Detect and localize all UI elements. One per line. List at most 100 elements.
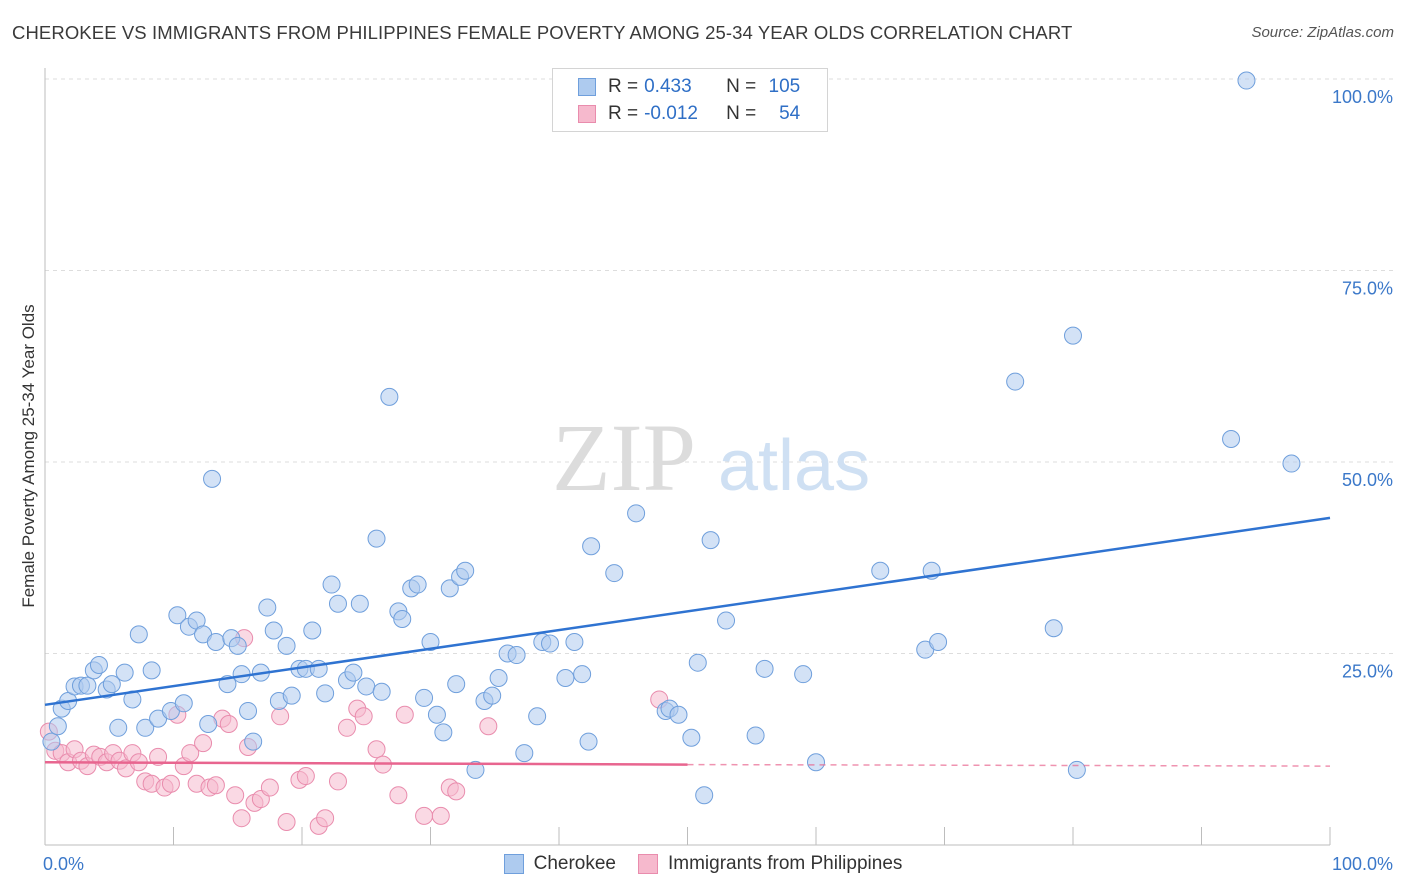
philippines-point bbox=[447, 782, 466, 801]
watermark-zip: ZIP bbox=[552, 404, 696, 511]
cherokee-point bbox=[489, 669, 508, 688]
cherokee-point bbox=[565, 633, 584, 652]
legend-label-philippines: Immigrants from Philippines bbox=[667, 853, 903, 874]
cherokee-point bbox=[807, 753, 825, 772]
cherokee-point bbox=[244, 732, 263, 751]
philippines-point bbox=[232, 809, 251, 828]
cherokee-point bbox=[350, 594, 369, 613]
cherokee-point bbox=[78, 676, 97, 695]
philippines-point bbox=[367, 740, 386, 759]
cherokee-point bbox=[136, 718, 155, 737]
cherokee-point bbox=[203, 469, 222, 488]
cherokee-point bbox=[309, 659, 328, 678]
cherokee-point bbox=[48, 717, 67, 736]
cherokee-point bbox=[573, 665, 592, 684]
philippines-point bbox=[354, 707, 373, 726]
n-value: 54 bbox=[779, 103, 801, 124]
cherokee-point bbox=[206, 633, 225, 652]
cherokee-point bbox=[717, 611, 736, 630]
source-credit: Source: ZipAtlas.com bbox=[1251, 24, 1394, 41]
cherokee-point bbox=[239, 701, 258, 720]
philippines-point bbox=[415, 806, 434, 825]
cherokee-point bbox=[115, 663, 134, 682]
cherokee-point bbox=[579, 732, 598, 751]
cherokee-point bbox=[528, 707, 547, 726]
cherokee-point bbox=[447, 675, 466, 694]
cherokee-point bbox=[440, 579, 459, 598]
cherokee-point bbox=[456, 561, 475, 580]
philippines-trend-extension bbox=[687, 763, 1331, 767]
cherokee-point bbox=[746, 726, 765, 745]
series-legend: Cherokee Immigrants from Philippines bbox=[0, 851, 1406, 877]
cherokee-point bbox=[515, 744, 534, 763]
legend-label-cherokee: Cherokee bbox=[533, 853, 616, 874]
cherokee-point bbox=[316, 684, 335, 703]
cherokee-point bbox=[794, 665, 813, 684]
philippines-point bbox=[277, 813, 296, 832]
legend-item-philippines[interactable]: Immigrants from Philippines bbox=[637, 853, 903, 875]
philippines-point bbox=[149, 747, 168, 766]
cherokee-point bbox=[1044, 619, 1063, 638]
cherokee-point bbox=[1237, 71, 1256, 90]
cherokee-point bbox=[701, 531, 720, 550]
cherokee-point bbox=[755, 659, 774, 678]
cherokee-point bbox=[682, 728, 701, 747]
philippines-point bbox=[161, 774, 180, 793]
cherokee-point bbox=[228, 636, 247, 655]
cherokee-point bbox=[42, 732, 61, 751]
cherokee-point bbox=[1064, 326, 1082, 345]
philippines-point bbox=[271, 707, 290, 726]
philippines-point bbox=[395, 705, 414, 724]
gridlines bbox=[45, 78, 1395, 654]
cherokee-point bbox=[303, 621, 322, 640]
cherokee-point bbox=[434, 723, 453, 742]
cherokee-point bbox=[421, 633, 440, 652]
legend-row-cherokee: R = 0.433 N = 105 bbox=[578, 75, 800, 99]
r-label: R = bbox=[608, 103, 639, 124]
philippines-point bbox=[316, 809, 335, 828]
cherokee-point bbox=[277, 636, 296, 655]
cherokee-point bbox=[129, 625, 148, 644]
cherokee-point bbox=[168, 606, 187, 625]
correlation-legend: R = 0.433 N = 105 R = -0.012 N = 54 bbox=[552, 68, 828, 132]
axes bbox=[44, 68, 1331, 846]
cherokee-point bbox=[929, 633, 948, 652]
philippines-point bbox=[337, 718, 356, 737]
cherokee-point bbox=[556, 669, 575, 688]
cherokee-point bbox=[322, 575, 341, 594]
legend-item-cherokee[interactable]: Cherokee bbox=[503, 853, 616, 875]
cherokee-point bbox=[605, 564, 624, 583]
cherokee-point bbox=[102, 675, 121, 694]
philippines-point bbox=[479, 717, 498, 736]
cherokee-point bbox=[483, 686, 502, 705]
cherokee-point bbox=[282, 686, 301, 705]
cherokee-point bbox=[328, 594, 347, 613]
philippines-swatch bbox=[578, 105, 596, 123]
philippines-point bbox=[296, 767, 315, 786]
philippines-point bbox=[328, 772, 347, 791]
cherokee-point bbox=[1222, 430, 1241, 449]
cherokee-trend-line bbox=[44, 516, 1331, 707]
cherokee-point bbox=[415, 688, 434, 707]
cherokee-point bbox=[258, 598, 277, 617]
cherokee-point bbox=[393, 610, 412, 629]
philippines-point bbox=[194, 734, 213, 753]
y-tick-label: 25.0% bbox=[1342, 662, 1393, 682]
n-label: N = bbox=[726, 76, 757, 97]
y-tick-label: 50.0% bbox=[1342, 470, 1393, 490]
r-value: 0.433 bbox=[644, 76, 692, 97]
cherokee-point bbox=[1282, 454, 1301, 473]
cherokee-point bbox=[669, 705, 688, 724]
cherokee-point bbox=[1006, 372, 1025, 391]
cherokee-point bbox=[582, 537, 601, 556]
philippines-point bbox=[226, 786, 245, 805]
cherokee-point bbox=[507, 646, 526, 665]
cherokee-point bbox=[695, 786, 714, 805]
cherokee-point bbox=[1067, 760, 1086, 779]
cherokee-point bbox=[627, 504, 646, 523]
cherokee-point bbox=[427, 705, 446, 724]
x-tick-label-max: 100.0% bbox=[1332, 854, 1393, 874]
cherokee-point bbox=[357, 677, 376, 696]
legend-row-philippines: R = -0.012 N = 54 bbox=[578, 102, 800, 126]
cherokee-point bbox=[380, 387, 399, 406]
